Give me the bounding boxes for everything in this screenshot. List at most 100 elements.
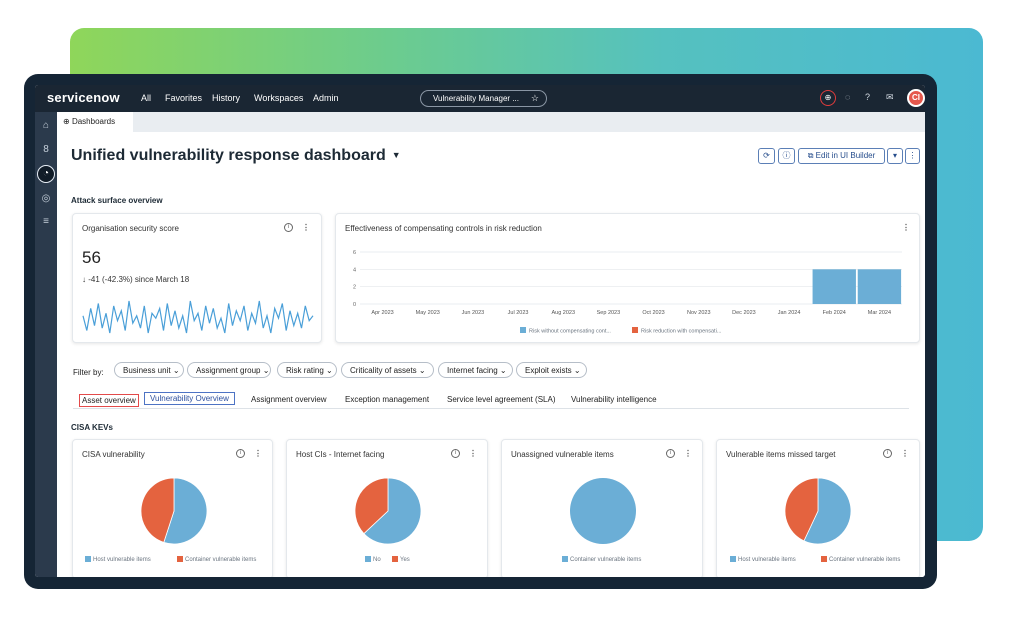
info-icon[interactable]: i <box>284 223 293 232</box>
tab-exception-management[interactable]: Exception management <box>345 395 430 404</box>
card-title: Unassigned vulnerable items <box>511 450 614 459</box>
chevron-down-icon[interactable]: ▼ <box>391 150 401 160</box>
dashboard-title-text: Unified vulnerability response dashboard <box>71 147 386 164</box>
tab-vulnerability-intelligence[interactable]: Vulnerability intelligence <box>571 395 657 404</box>
kebab-icon[interactable]: ⋮ <box>302 223 310 232</box>
kebab-icon[interactable]: ⋮ <box>469 449 477 458</box>
servicenow-logo[interactable]: servicenow <box>47 90 120 105</box>
tab-strip: ⊕ Dashboards <box>57 112 925 132</box>
kebab-icon[interactable]: ⋮ <box>254 449 262 458</box>
legend-item: Container vulnerable items <box>562 556 641 563</box>
kebab-icon[interactable]: ⋮ <box>684 449 692 458</box>
globe-icon[interactable]: ⊕ <box>820 90 836 106</box>
y-tick-label: 2 <box>353 285 356 291</box>
dashboard-title[interactable]: Unified vulnerability response dashboard… <box>71 147 401 165</box>
home-icon[interactable]: ⌂ <box>42 120 50 131</box>
info-icon[interactable]: i <box>236 449 245 458</box>
chip-label: Business unit <box>123 366 171 375</box>
y-tick-label: 4 <box>353 267 356 273</box>
sparkline-line <box>82 300 314 334</box>
card-title: Vulnerable items missed target <box>726 450 836 459</box>
legend-label: Container vulnerable items <box>570 557 642 563</box>
workspace-pill[interactable]: Vulnerability Manager ... ☆ <box>420 90 547 107</box>
info-button[interactable]: ⓘ <box>778 148 795 164</box>
nav-history[interactable]: History <box>212 93 241 103</box>
filter-assignment-group[interactable]: Assignment group ⌄ <box>187 362 271 378</box>
legend-label: Risk without compensating cont... <box>529 329 611 335</box>
tab-vulnerability-overview[interactable]: Vulnerability Overview <box>144 392 235 405</box>
info-icon[interactable]: i <box>883 449 892 458</box>
dashboard-content: Unified vulnerability response dashboard… <box>57 132 925 577</box>
nav-workspaces[interactable]: Workspaces <box>254 93 304 103</box>
notifications-icon[interactable]: ✉ <box>886 92 894 102</box>
unassigned-items-pie <box>570 478 636 544</box>
filter-criticality[interactable]: Criticality of assets ⌄ <box>341 362 434 378</box>
card-title: Organisation security score <box>82 224 179 233</box>
filter-risk-rating[interactable]: Risk rating ⌄ <box>277 362 337 378</box>
workspace-pill-label: Vulnerability Manager ... <box>433 94 519 103</box>
chip-label: Internet facing <box>447 366 498 375</box>
pie-card: Host CIs - Internet facing i ⋮ No Yes <box>286 439 488 577</box>
legend-swatch <box>821 556 827 562</box>
list-icon[interactable]: ≡ <box>43 216 49 227</box>
score-sparkline <box>82 300 314 334</box>
filter-label: Filter by: <box>73 368 104 377</box>
dropdown-button[interactable]: ▾ <box>887 148 903 164</box>
dashboard-icon[interactable]: ◔ <box>37 165 55 183</box>
legend-swatch <box>85 556 91 562</box>
compass-icon[interactable]: ◎ <box>41 193 51 204</box>
legend-swatch <box>365 556 371 562</box>
chip-label: Assignment group <box>196 366 261 375</box>
pie-slice <box>140 477 175 543</box>
filter-exploit-exists[interactable]: Exploit exists ⌄ <box>516 362 587 378</box>
kebab-icon[interactable]: ⋮ <box>902 223 910 232</box>
more-button[interactable]: ⋮ <box>905 148 920 164</box>
filter-business-unit[interactable]: Business unit ⌄ <box>114 362 184 378</box>
x-tick-label: Nov 2023 <box>687 310 711 316</box>
pie-slice <box>570 478 636 544</box>
effectiveness-card: Effectiveness of compensating controls i… <box>335 213 920 343</box>
edit-button-label: Edit in UI Builder <box>815 151 876 160</box>
nav-favorites[interactable]: Favorites <box>165 93 203 103</box>
x-tick-label: May 2023 <box>416 310 440 316</box>
score-delta: ↓ -41 (-42.3%) since March 18 <box>82 275 190 284</box>
x-tick-label: Sep 2023 <box>597 310 621 316</box>
tab-dashboards[interactable]: ⊕ Dashboards <box>57 112 133 132</box>
filter-internet-facing[interactable]: Internet facing ⌄ <box>438 362 513 378</box>
edit-in-ui-builder-button[interactable]: ⧉ Edit in UI Builder <box>798 148 885 164</box>
refresh-button[interactable]: ⟳ <box>758 148 775 164</box>
user-avatar[interactable]: CI <box>907 89 925 107</box>
nav-all[interactable]: All <box>141 93 152 103</box>
dashboard-tabs: Asset overview Vulnerability Overview As… <box>73 391 909 409</box>
nav-admin[interactable]: Admin <box>313 93 339 103</box>
x-tick-label: Oct 2023 <box>642 310 664 316</box>
legend-label: Container vulnerable items <box>185 557 257 563</box>
kebab-icon[interactable]: ⋮ <box>901 449 909 458</box>
info-icon[interactable]: i <box>666 449 675 458</box>
legend-item: Host vulnerable items <box>85 556 151 563</box>
pie-slice <box>363 477 422 545</box>
tab-assignment-overview[interactable]: Assignment overview <box>251 395 327 404</box>
chat-icon[interactable]: ◌ <box>845 92 851 102</box>
section-title: CISA KEVs <box>71 423 113 432</box>
pie-slice <box>784 477 819 542</box>
pie-slice <box>803 477 852 545</box>
effectiveness-bar-chart: 0 2 4 6 Apr 2023 May 2023 Jun 2023 Jul 2023 Aug … <box>353 250 902 335</box>
info-icon[interactable]: i <box>451 449 460 458</box>
x-tick-label: Dec 2023 <box>732 310 756 316</box>
tab-asset-overview[interactable]: Asset overview <box>79 394 139 407</box>
help-icon[interactable]: ? <box>865 92 871 102</box>
chip-label: Criticality of assets <box>350 366 417 375</box>
security-score-card: Organisation security score i ⋮ 56 ↓ -41… <box>72 213 322 343</box>
legend-item: Container vulnerable items <box>821 556 900 563</box>
tab-sla[interactable]: Service level agreement (SLA) <box>447 395 556 404</box>
top-navigation-bar: servicenow All Favorites History Workspa… <box>35 85 925 112</box>
host-cis-internet-facing-pie <box>354 477 422 545</box>
binoculars-icon[interactable]: 8 <box>43 144 49 155</box>
legend-swatch <box>562 556 568 562</box>
x-tick-label: Mar 2024 <box>868 310 891 316</box>
star-icon[interactable]: ☆ <box>530 93 539 103</box>
pie-slice <box>163 477 208 545</box>
legend-item: No <box>365 556 381 563</box>
pie-slice <box>354 477 389 535</box>
